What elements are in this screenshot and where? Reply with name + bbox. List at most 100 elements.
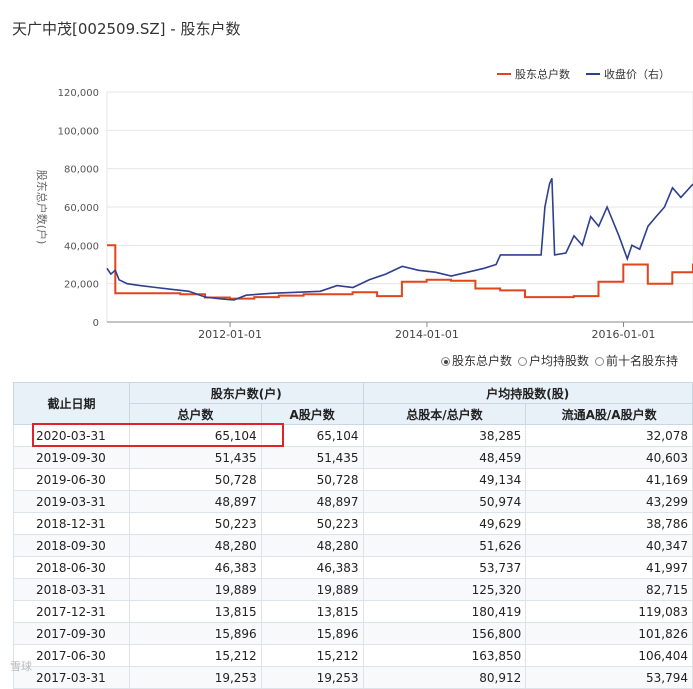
- row-value: 13,815: [260, 600, 364, 623]
- radio-icon[interactable]: [441, 357, 450, 366]
- x-tick-label: 2012-01-01: [198, 328, 262, 341]
- row-value: 15,212: [260, 644, 364, 667]
- radio-label: 前十名股东持: [606, 354, 679, 368]
- x-tick-label: 2016-01-01: [592, 328, 656, 341]
- row-value: 48,280: [128, 534, 262, 557]
- radio-label: 户均持股数: [529, 354, 590, 368]
- row-value: 53,794: [525, 666, 693, 689]
- row-value: 101,826: [525, 622, 693, 645]
- y-tick-label: 80,000: [64, 165, 99, 176]
- legend-label: 股东总户数: [515, 67, 570, 81]
- row-value: 15,896: [128, 622, 262, 645]
- y-tick-label: 60,000: [64, 203, 99, 214]
- table-body: 2020-03-31 65,104 65,104 38,285 32,078 2019-0…: [13, 424, 693, 689]
- table-row[interactable]: 2017-06-30 15,212 15,212 163,850 106,404: [13, 644, 693, 667]
- date-column-header[interactable]: 截止日期: [13, 382, 130, 425]
- chart: 0 20,000 40,000 60,000 80,000 100,000 120,000 2…: [0, 60, 693, 376]
- row-date: 2019-06-30: [13, 468, 130, 491]
- total-shares-per-holder-header[interactable]: 总股本/总户数: [362, 403, 527, 425]
- y-tick-label: 100,000: [58, 126, 99, 137]
- table-row[interactable]: 2017-09-30 15,896 15,896 156,800 101,826: [13, 622, 693, 645]
- a-share-holders-header[interactable]: A股户数: [260, 403, 364, 425]
- y-axis-label: 股东总户数(户): [35, 170, 49, 245]
- row-value: 48,897: [260, 490, 364, 513]
- row-value: 38,786: [525, 512, 693, 535]
- row-value: 50,223: [260, 512, 364, 535]
- row-value: 40,347: [525, 534, 693, 557]
- row-value: 51,435: [128, 446, 262, 469]
- y-tick-label: 0: [93, 318, 99, 329]
- float-shares-per-holder-header[interactable]: 流通A股/A股户数: [525, 403, 693, 425]
- table-row[interactable]: 2018-09-30 48,280 48,280 51,626 40,347: [13, 534, 693, 557]
- row-value: 46,383: [128, 556, 262, 579]
- table-row[interactable]: 2019-09-30 51,435 51,435 48,459 40,603: [13, 446, 693, 469]
- row-value: 50,223: [128, 512, 262, 535]
- row-value: 19,889: [128, 578, 262, 601]
- row-value: 15,896: [260, 622, 364, 645]
- row-value: 46,383: [260, 556, 364, 579]
- chart-svg: 0 20,000 40,000 60,000 80,000 100,000 120,000 2…: [35, 67, 693, 341]
- row-value: 65,104: [260, 424, 364, 447]
- row-value: 156,800: [362, 622, 527, 645]
- row-value: 82,715: [525, 578, 693, 601]
- row-value: 125,320: [362, 578, 527, 601]
- table-row[interactable]: 2018-12-31 50,223 50,223 49,629 38,786: [13, 512, 693, 535]
- row-value: 51,626: [362, 534, 527, 557]
- row-value: 50,728: [260, 468, 364, 491]
- row-value: 15,212: [128, 644, 262, 667]
- row-value: 65,104: [128, 424, 262, 447]
- row-date: 2017-09-30: [13, 622, 130, 645]
- y-tick-label: 20,000: [64, 280, 99, 291]
- table-row[interactable]: 2017-03-31 19,253 19,253 80,912 53,794: [13, 666, 693, 689]
- table-row[interactable]: 2020-03-31 65,104 65,104 38,285 32,078: [13, 424, 693, 447]
- row-date: 2018-09-30: [13, 534, 130, 557]
- radio-option[interactable]: 股东总户数: [441, 354, 512, 368]
- row-value: 50,728: [128, 468, 262, 491]
- row-value: 48,280: [260, 534, 364, 557]
- row-value: 80,912: [362, 666, 527, 689]
- row-date: 2018-06-30: [13, 556, 130, 579]
- y-tick-label: 120,000: [58, 88, 99, 99]
- radio-option[interactable]: 户均持股数: [518, 354, 589, 368]
- row-value: 48,897: [128, 490, 262, 513]
- row-value: 13,815: [128, 600, 262, 623]
- row-value: 49,629: [362, 512, 527, 535]
- row-date: 2019-03-31: [13, 490, 130, 513]
- row-value: 119,083: [525, 600, 693, 623]
- row-value: 49,134: [362, 468, 527, 491]
- watermark: 雪球: [10, 660, 32, 673]
- row-value: 19,889: [260, 578, 364, 601]
- row-date: 2019-09-30: [13, 446, 130, 469]
- table-row[interactable]: 2019-03-31 48,897 48,897 50,974 43,299: [13, 490, 693, 513]
- legend-label: 收盘价（右）: [604, 67, 670, 81]
- radio-option[interactable]: 前十名股东持: [595, 354, 678, 368]
- radio-icon[interactable]: [518, 357, 528, 366]
- chart-type-radio-group[interactable]: 股东总户数 户均持股数 前十名股东持: [441, 352, 693, 369]
- row-value: 32,078: [525, 424, 693, 447]
- row-value: 51,435: [260, 446, 364, 469]
- y-tick-label: 40,000: [64, 241, 99, 252]
- row-value: 38,285: [362, 424, 527, 447]
- row-value: 40,603: [525, 446, 693, 469]
- row-value: 41,997: [525, 556, 693, 579]
- row-value: 43,299: [525, 490, 693, 513]
- series-line-holders: [107, 244, 693, 300]
- row-value: 19,253: [128, 666, 262, 689]
- radio-label: 股东总户数: [452, 354, 513, 368]
- radio-icon[interactable]: [595, 357, 605, 366]
- shareholder-table: 截止日期 股东户数(户) 户均持股数(股) 总户数 A股户数 总股本/总户数 流…: [13, 382, 693, 689]
- row-date: 2018-03-31: [13, 578, 130, 601]
- page-title: 天广中茂[002509.SZ] - 股东户数: [12, 20, 241, 38]
- avg-holding-group-header: 户均持股数(股): [362, 382, 693, 404]
- row-value: 180,419: [362, 600, 527, 623]
- row-value: 19,253: [260, 666, 364, 689]
- row-value: 106,404: [525, 644, 693, 667]
- row-value: 163,850: [362, 644, 527, 667]
- total-holders-header[interactable]: 总户数: [128, 403, 262, 425]
- row-value: 48,459: [362, 446, 527, 469]
- table-row[interactable]: 2017-12-31 13,815 13,815 180,419 119,083: [13, 600, 693, 623]
- row-value: 41,169: [525, 468, 693, 491]
- table-row[interactable]: 2018-06-30 46,383 46,383 53,737 41,997: [13, 556, 693, 579]
- table-row[interactable]: 2019-06-30 50,728 50,728 49,134 41,169: [13, 468, 693, 491]
- table-row[interactable]: 2018-03-31 19,889 19,889 125,320 82,715: [13, 578, 693, 601]
